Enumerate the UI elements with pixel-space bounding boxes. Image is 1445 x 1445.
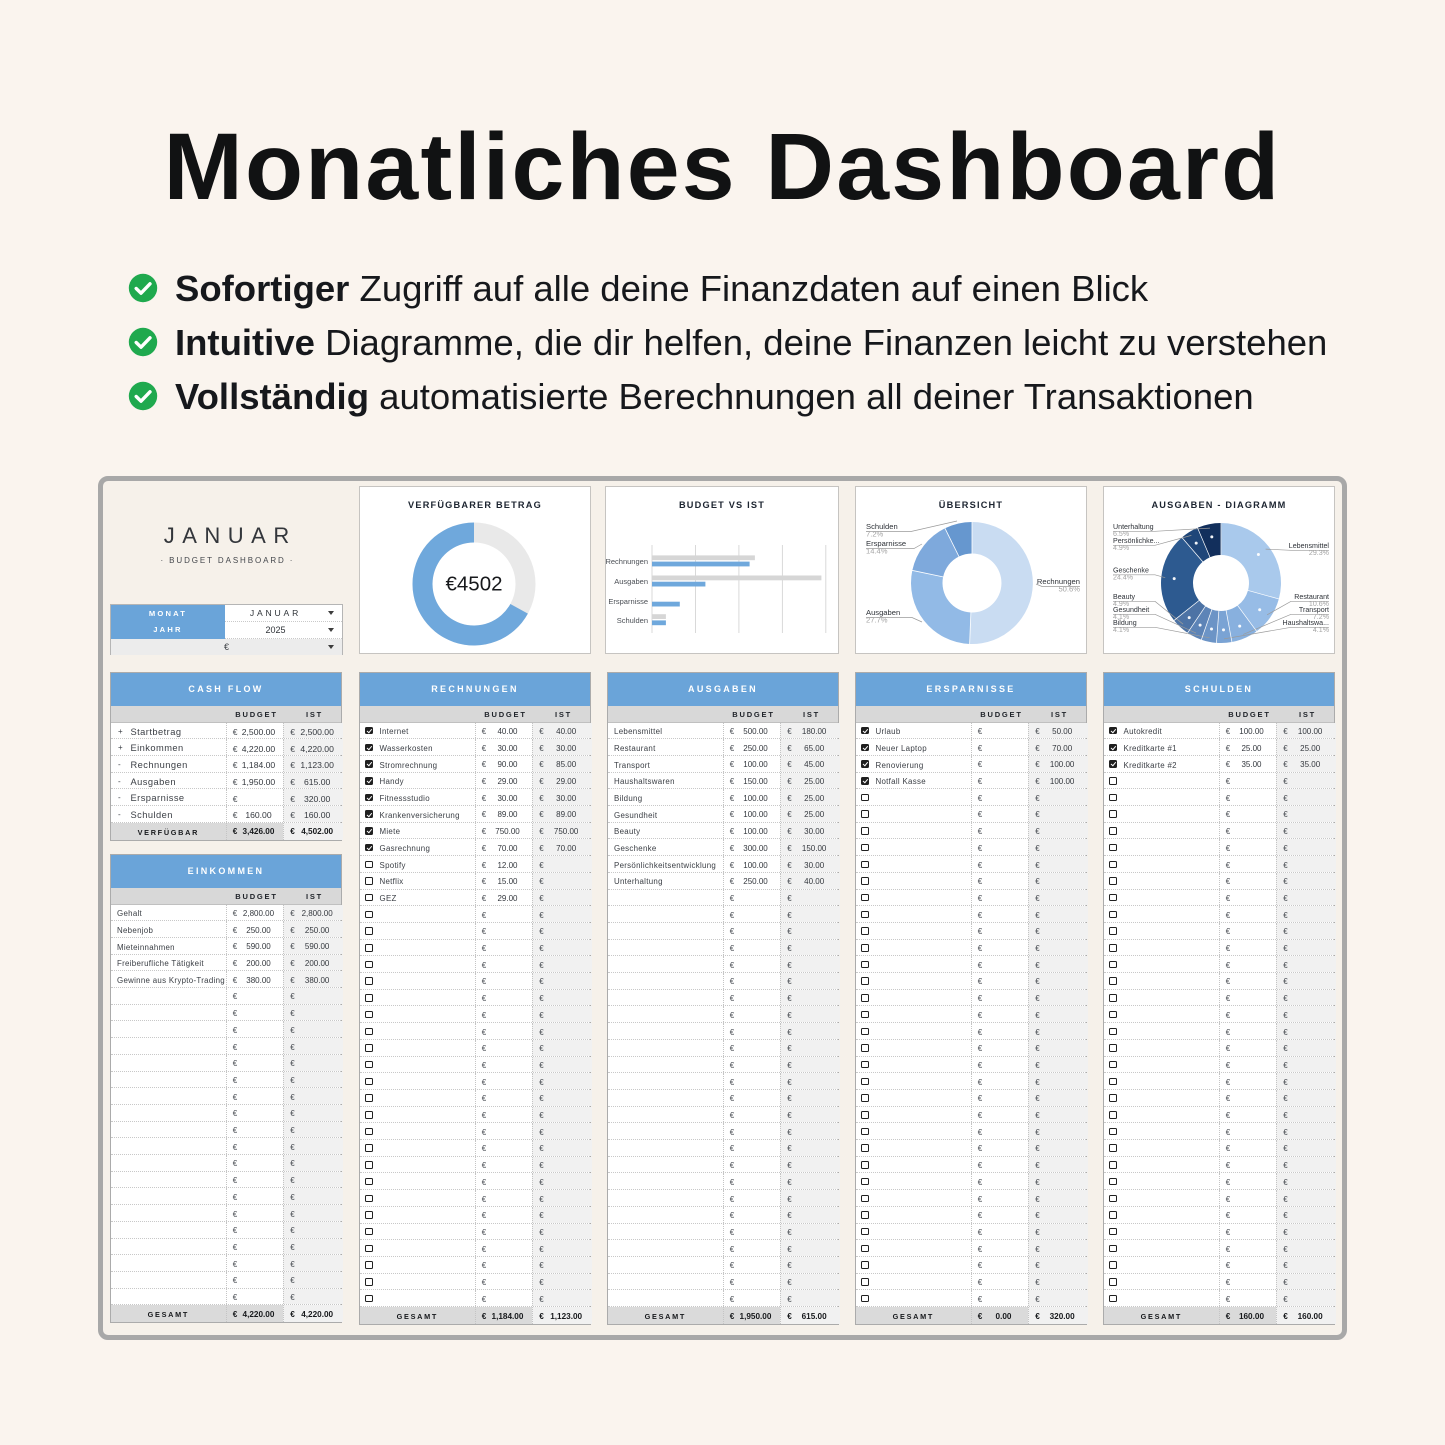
svg-text:14.4%: 14.4%: [866, 547, 888, 556]
svg-text:10.6%: 10.6%: [1309, 600, 1330, 608]
svg-text:Geschenke: Geschenke: [1113, 567, 1149, 575]
svg-text:Rechnungen: Rechnungen: [1037, 577, 1080, 586]
svg-text:Transport: Transport: [1299, 606, 1329, 614]
svg-text:4.9%: 4.9%: [1113, 544, 1130, 552]
svg-text:Haushaltswa...: Haushaltswa...: [1282, 619, 1329, 627]
svg-text:Ersparnisse: Ersparnisse: [608, 597, 648, 606]
svg-text:4.1%: 4.1%: [1113, 613, 1130, 621]
svg-text:Unterhaltung: Unterhaltung: [1113, 523, 1154, 531]
svg-text:Persönlichke...: Persönlichke...: [1113, 537, 1160, 545]
svg-text:24.4%: 24.4%: [1113, 574, 1134, 582]
svg-text:4.1%: 4.1%: [1113, 626, 1130, 634]
svg-text:6.5%: 6.5%: [1113, 530, 1130, 538]
svg-text:€4502: €4502: [445, 573, 502, 596]
svg-text:Ersparnisse: Ersparnisse: [866, 539, 906, 548]
svg-text:4.9%: 4.9%: [1113, 600, 1130, 608]
svg-text:Bildung: Bildung: [1113, 619, 1137, 627]
svg-text:Schulden: Schulden: [866, 522, 898, 531]
svg-text:Ausgaben: Ausgaben: [866, 608, 900, 617]
svg-text:Lebensmittel: Lebensmittel: [1289, 542, 1330, 550]
svg-text:Gesundheit: Gesundheit: [1113, 606, 1149, 614]
svg-text:29.3%: 29.3%: [1309, 549, 1330, 557]
svg-text:7.2%: 7.2%: [866, 530, 884, 539]
svg-text:50.6%: 50.6%: [1058, 585, 1080, 594]
svg-text:4.1%: 4.1%: [1313, 626, 1330, 634]
svg-text:Rechnungen: Rechnungen: [606, 557, 648, 566]
svg-text:27.7%: 27.7%: [866, 616, 888, 625]
svg-text:Schulden: Schulden: [617, 616, 648, 625]
svg-text:Restaurant: Restaurant: [1294, 593, 1329, 601]
svg-text:Ausgaben: Ausgaben: [614, 577, 648, 586]
svg-text:7.2%: 7.2%: [1313, 613, 1330, 621]
svg-text:Beauty: Beauty: [1113, 593, 1136, 601]
